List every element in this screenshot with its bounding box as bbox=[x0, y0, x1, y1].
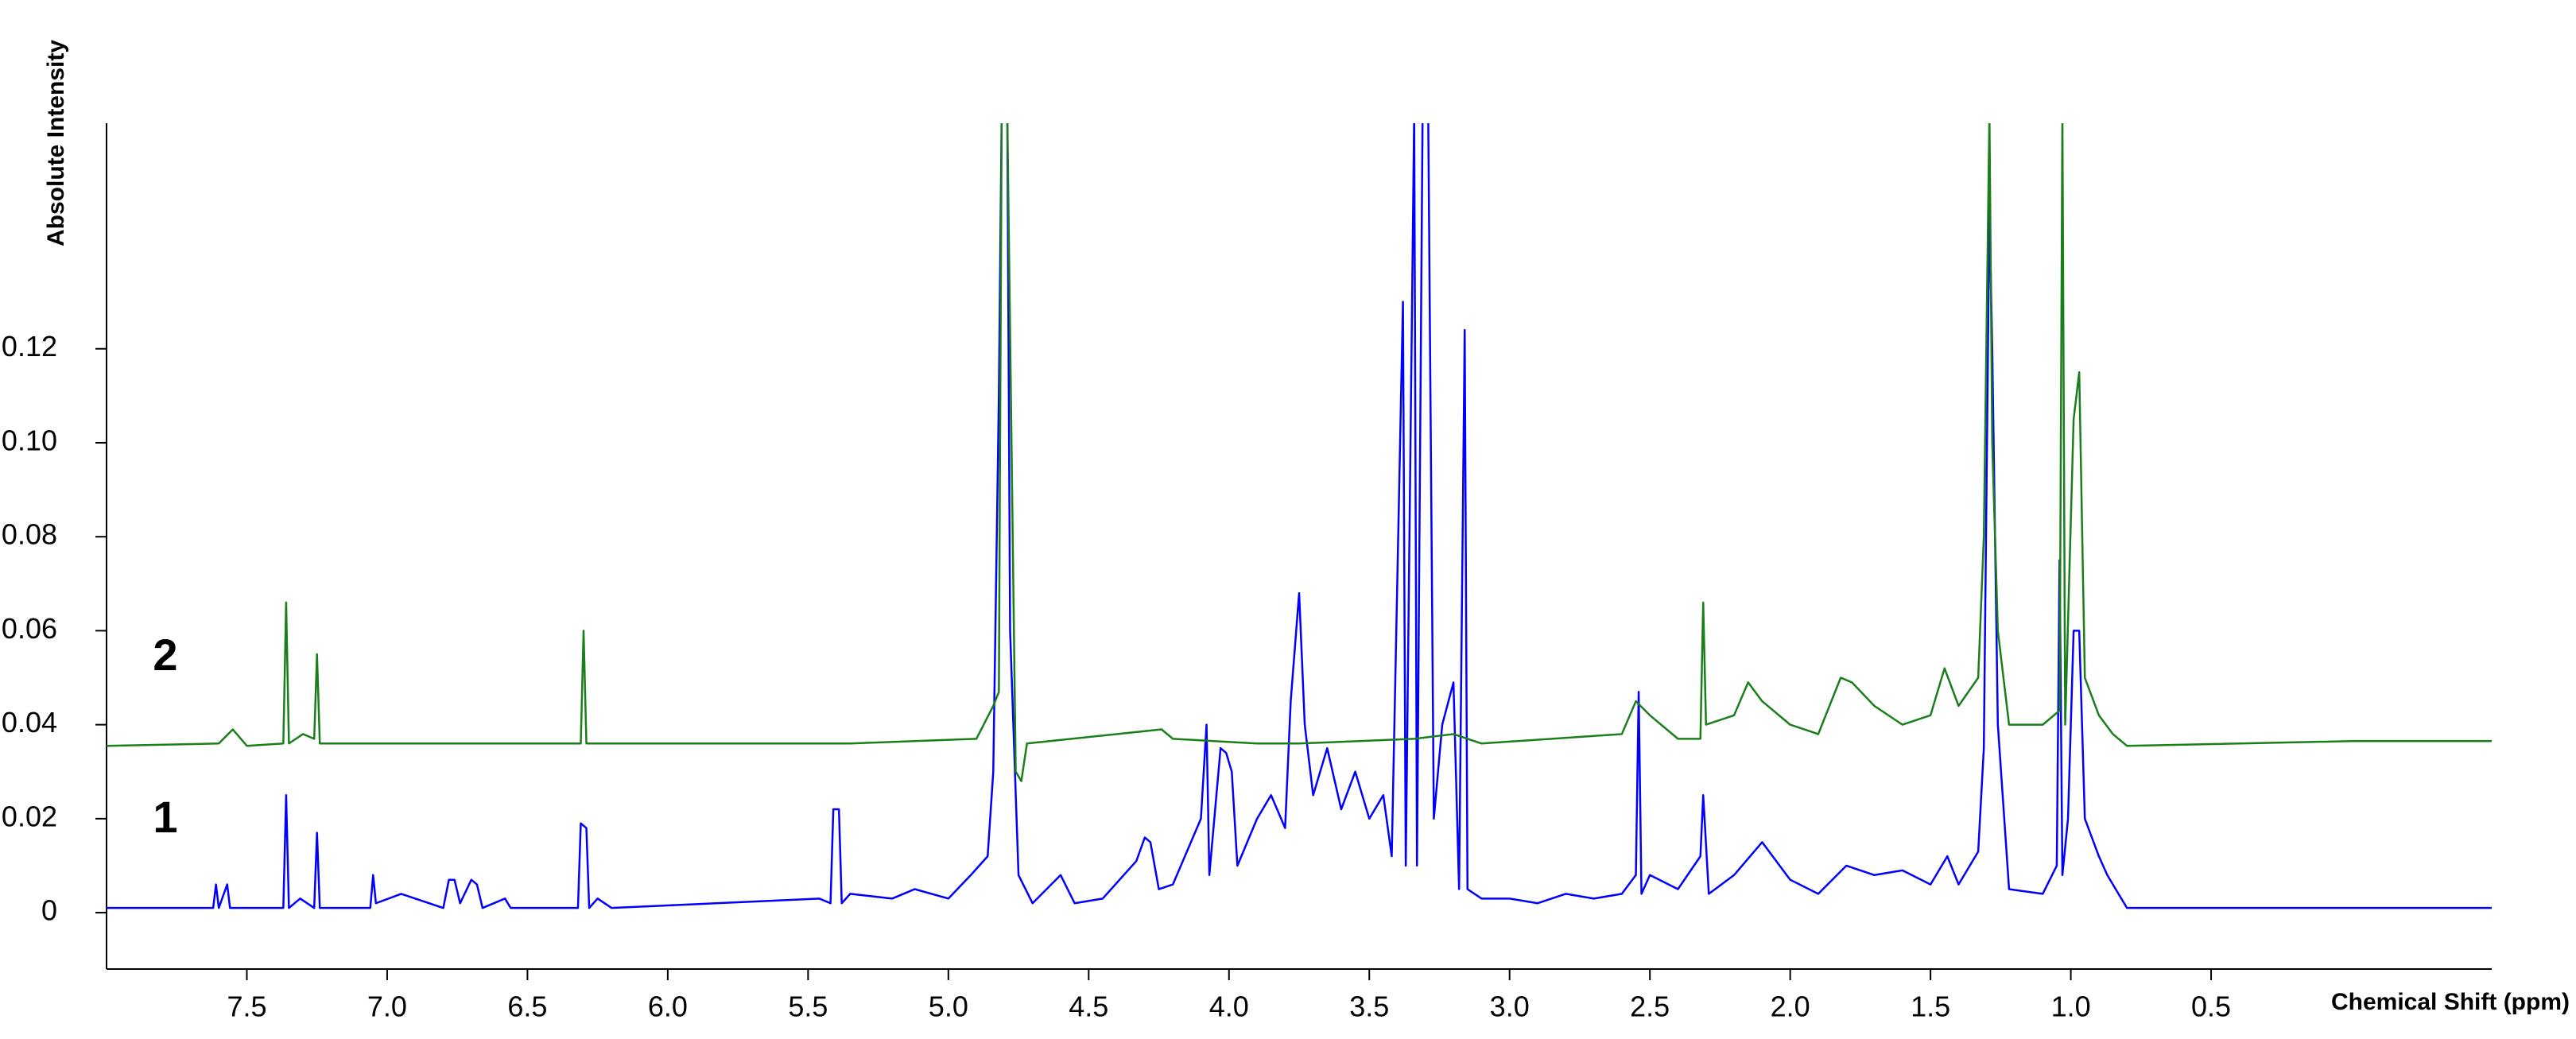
spectrum-line bbox=[107, 123, 2492, 909]
x-tick-label: 4.5 bbox=[1069, 991, 1108, 1023]
x-tick-label: 3.0 bbox=[1490, 991, 1530, 1023]
y-axis-title: Absolute Intensity bbox=[43, 40, 69, 246]
x-tick-label: 5.5 bbox=[788, 991, 828, 1023]
series-label: 2 bbox=[153, 630, 177, 680]
x-tick-label: 3.5 bbox=[1349, 991, 1389, 1023]
x-tick-label: 2.5 bbox=[1630, 991, 1670, 1023]
x-tick-label: 1.0 bbox=[2051, 991, 2091, 1023]
x-tick-label: 1.5 bbox=[1911, 991, 1950, 1023]
x-tick-label: 6.5 bbox=[507, 991, 547, 1023]
y-tick-label: 0 bbox=[41, 894, 57, 927]
y-tick-label: 0.10 bbox=[2, 424, 57, 456]
x-tick-label: 4.0 bbox=[1209, 991, 1249, 1023]
y-tick-label: 0.06 bbox=[2, 612, 57, 645]
y-tick-label: 0.08 bbox=[2, 518, 57, 551]
x-tick-label: 7.0 bbox=[367, 991, 407, 1023]
y-tick-label: 0.12 bbox=[2, 330, 57, 362]
x-tick-label: 5.0 bbox=[929, 991, 968, 1023]
plot-area bbox=[107, 123, 2492, 909]
spectrum-line bbox=[107, 123, 2492, 782]
x-axis-title: Chemical Shift (ppm) bbox=[2331, 989, 2570, 1015]
x-tick-label: 0.5 bbox=[2191, 991, 2231, 1023]
series-label: 1 bbox=[153, 792, 177, 842]
x-tick-label: 7.5 bbox=[227, 991, 266, 1023]
x-tick-label: 6.0 bbox=[648, 991, 688, 1023]
y-tick-label: 0.02 bbox=[2, 800, 57, 832]
x-tick-label: 2.0 bbox=[1771, 991, 1810, 1023]
y-tick-label: 0.04 bbox=[2, 706, 57, 739]
